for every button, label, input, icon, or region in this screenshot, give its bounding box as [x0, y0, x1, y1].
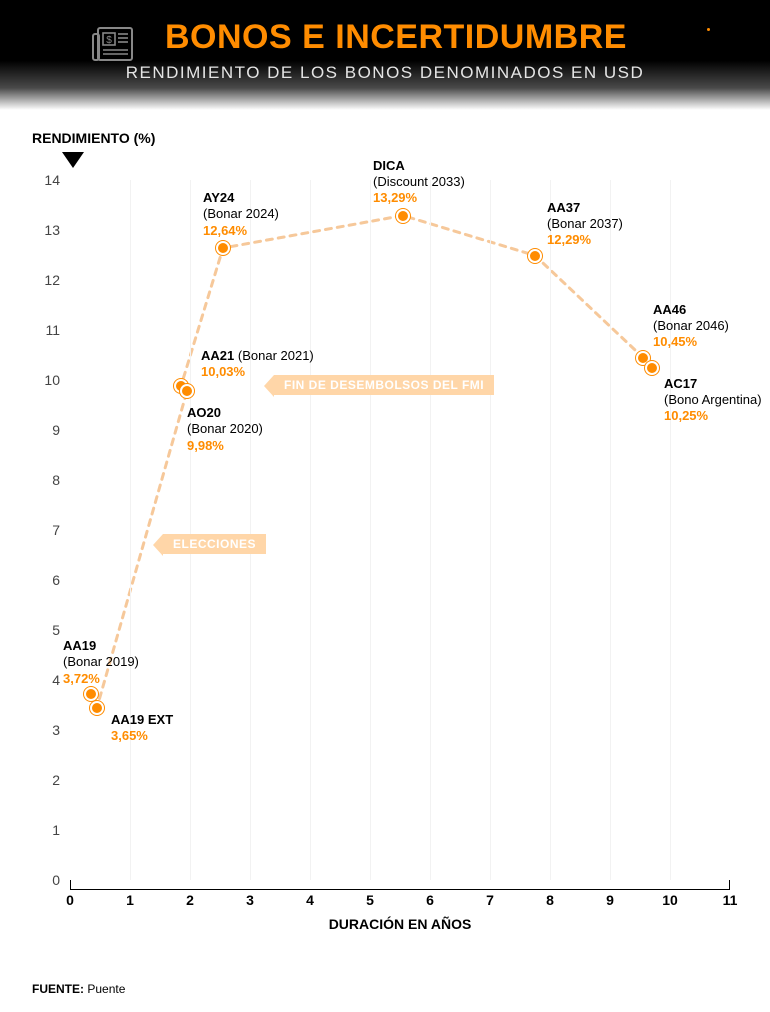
y-tick: 9 [30, 422, 60, 438]
y-tick: 1 [30, 822, 60, 838]
y-tick: 2 [30, 772, 60, 788]
x-tick: 2 [186, 892, 194, 908]
x-tick: 0 [66, 892, 74, 908]
y-tick: 7 [30, 522, 60, 538]
x-tick: 4 [306, 892, 314, 908]
y-tick: 4 [30, 672, 60, 688]
y-tick: 12 [30, 272, 60, 288]
chart-line [70, 180, 730, 880]
y-tick: 10 [30, 372, 60, 388]
y-axis-label: RENDIMIENTO (%) [32, 130, 155, 146]
data-point [645, 361, 659, 375]
data-point [396, 209, 410, 223]
x-tick: 5 [366, 892, 374, 908]
data-point [84, 687, 98, 701]
data-point-label: AA19(Bonar 2019)3,72% [63, 638, 139, 687]
svg-text:$: $ [106, 35, 112, 46]
gridline [370, 180, 371, 880]
x-tick: 6 [426, 892, 434, 908]
source-text: FUENTE: Puente [32, 982, 125, 996]
decorative-dot [707, 28, 710, 31]
x-axis-label: DURACIÓN EN AÑOS [329, 916, 472, 932]
gridline [430, 180, 431, 880]
gridline [610, 180, 611, 880]
data-point-label: AA46(Bonar 2046)10,45% [653, 302, 729, 351]
data-point [180, 384, 194, 398]
x-tick: 11 [723, 892, 738, 908]
x-tick: 1 [126, 892, 134, 908]
y-tick: 14 [30, 172, 60, 188]
gridline [670, 180, 671, 880]
x-tick: 7 [486, 892, 494, 908]
x-axis-bracket [70, 880, 730, 890]
data-point [90, 701, 104, 715]
chart-title: BONOS E INCERTIDUMBRE [95, 18, 627, 57]
source-value: Puente [87, 982, 125, 996]
data-point-label: AA19 EXT3,65% [111, 712, 173, 745]
y-tick: 3 [30, 722, 60, 738]
gridline [550, 180, 551, 880]
y-tick: 0 [30, 872, 60, 888]
x-tick: 3 [246, 892, 254, 908]
y-tick: 5 [30, 622, 60, 638]
source-label: FUENTE: [32, 982, 84, 996]
y-tick: 6 [30, 572, 60, 588]
x-tick: 10 [662, 892, 678, 908]
data-point [216, 241, 230, 255]
data-point-label: AA37(Bonar 2037)12,29% [547, 200, 623, 249]
newspaper-dollar-icon: $ [90, 22, 138, 71]
chart-plot-area: DURACIÓN EN AÑOS 01234567891011121314012… [70, 180, 730, 880]
gridline [190, 180, 191, 880]
header: $ BONOS E INCERTIDUMBRE RENDIMIENTO DE L… [0, 0, 770, 110]
gridline [250, 180, 251, 880]
data-point [528, 249, 542, 263]
gridline [490, 180, 491, 880]
y-tick: 11 [30, 322, 60, 338]
data-point-label: DICA(Discount 2033)13,29% [373, 158, 465, 207]
data-point-label: AC17(Bono Argentina)10,25% [664, 376, 762, 425]
x-tick: 8 [546, 892, 554, 908]
x-tick: 9 [606, 892, 614, 908]
y-tick: 8 [30, 472, 60, 488]
data-point-label: AY24(Bonar 2024)12,64% [203, 190, 279, 239]
data-point-label: AA21 (Bonar 2021)10,03% [201, 348, 314, 381]
data-point-label: AO20(Bonar 2020)9,98% [187, 405, 263, 454]
gridline [130, 180, 131, 880]
chart-annotation: ELECCIONES [163, 534, 266, 554]
y-tick: 13 [30, 222, 60, 238]
down-arrow-icon [62, 152, 84, 175]
gridline [310, 180, 311, 880]
